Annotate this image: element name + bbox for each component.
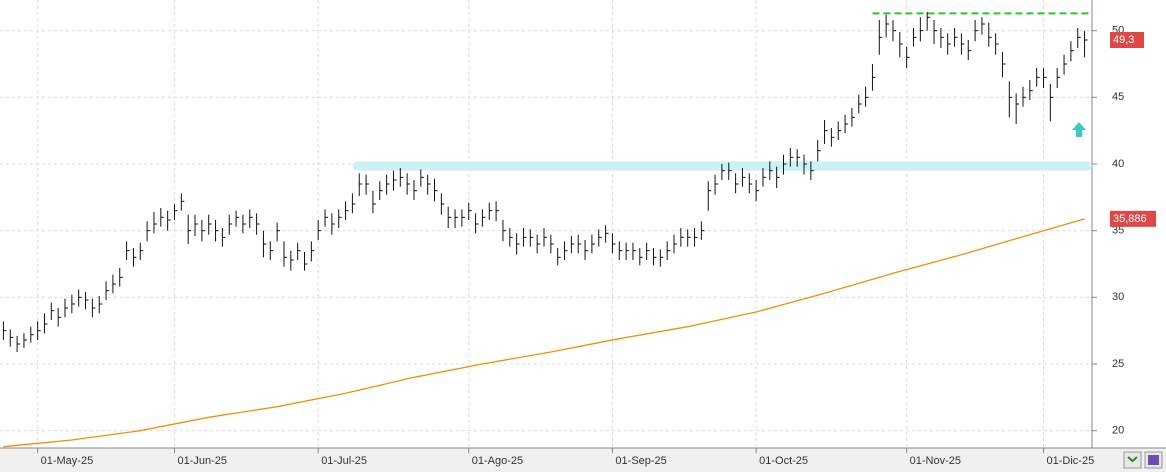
y-tick-label: 30 xyxy=(1112,291,1124,303)
price-label-box xyxy=(1110,210,1156,227)
price-label-box xyxy=(1110,32,1144,48)
y-tick-label: 45 xyxy=(1112,91,1124,103)
x-tick-label: 01-Oct-25 xyxy=(759,455,808,467)
save-icon xyxy=(1148,455,1159,465)
y-tick-label: 50 xyxy=(1112,25,1124,37)
price-label: 49,3 xyxy=(1113,34,1134,46)
y-tick-label: 20 xyxy=(1112,425,1124,437)
x-tick-label: 01-Ago-25 xyxy=(472,455,523,467)
up-arrow-icon xyxy=(1072,122,1086,137)
collapse-icon xyxy=(1127,456,1138,463)
x-tick-label: 01-Jun-25 xyxy=(177,455,227,467)
x-tick-label: 01-Dic-25 xyxy=(1047,455,1095,467)
x-tick-label: 01-Nov-25 xyxy=(910,455,961,467)
x-tick-label: 01-Jul-25 xyxy=(321,455,367,467)
x-tick-label: 01-May-25 xyxy=(41,455,94,467)
plot: 20 25 30 35 40 45 50 01-May-25 01-Jun-25 01-Jul-2… xyxy=(0,0,1124,467)
y-tick-label: 25 xyxy=(1112,358,1124,370)
x-axis-strip xyxy=(0,448,1166,472)
y-tick-label: 40 xyxy=(1112,158,1124,170)
price-label: 35,886 xyxy=(1113,213,1147,225)
moving-average xyxy=(3,218,1085,448)
x-tick-label: 01-Sep-25 xyxy=(615,455,666,467)
y-tick-label: 35 xyxy=(1112,225,1124,237)
